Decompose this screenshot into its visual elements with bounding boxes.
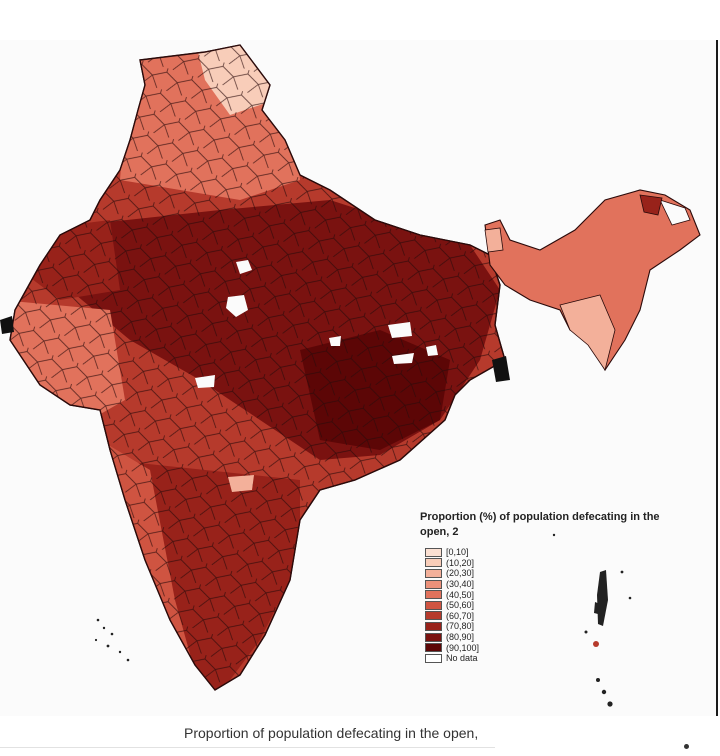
lakshadweep-islands xyxy=(94,618,130,662)
legend-label: (60,70] xyxy=(446,610,475,621)
legend-item: (20,30] xyxy=(425,568,479,579)
legend-item: (60,70] xyxy=(425,611,479,622)
no-data-area xyxy=(388,322,412,338)
legend-item: (70,80] xyxy=(425,621,479,632)
legend-swatch xyxy=(425,568,442,578)
andaman-nicobar-islands xyxy=(552,533,632,707)
legend-swatch xyxy=(425,600,442,610)
northeast-light-area xyxy=(559,294,616,371)
legend-swatch xyxy=(425,621,442,631)
legend-label: (10,20] xyxy=(446,557,475,568)
legend-label: (50,60] xyxy=(446,600,475,611)
legend-swatch xyxy=(425,653,442,663)
northeast-region xyxy=(484,189,701,372)
northeast-dark-district xyxy=(639,194,663,216)
border-area-black xyxy=(492,356,510,382)
legend-item: (30,40] xyxy=(425,579,479,590)
northeast-no-data xyxy=(659,199,691,226)
legend-label: (40,50] xyxy=(446,589,475,600)
legend-swatch xyxy=(425,611,442,621)
no-data-area xyxy=(236,260,252,274)
legend-title: Proportion (%) of population defecating … xyxy=(420,511,660,538)
no-data-area xyxy=(329,336,341,346)
legend: [0,10] (10,20] (20,30] (30,40] (40,50] (50,60… xyxy=(425,547,479,664)
map-frame: Proportion (%) of population defecating … xyxy=(0,40,718,716)
no-data-area xyxy=(226,295,248,317)
no-data-area xyxy=(195,375,215,388)
figure-caption: Proportion of population defecating in t… xyxy=(184,725,479,741)
legend-swatch xyxy=(425,590,442,600)
legend-item: (80,90] xyxy=(425,632,479,643)
legend-swatch xyxy=(425,558,442,568)
border-area-black xyxy=(0,316,14,334)
sikkim-region xyxy=(484,227,504,253)
caption-bar: Proportion of population defecating in t… xyxy=(0,716,720,756)
legend-swatch xyxy=(425,579,442,589)
no-data-area xyxy=(392,353,414,364)
legend-label: (90,100] xyxy=(446,642,480,653)
legend-item: (90,100] xyxy=(425,642,479,653)
choropleth-map xyxy=(0,44,701,707)
legend-label: No data xyxy=(446,653,478,664)
no-data-area xyxy=(426,345,438,356)
legend-swatch xyxy=(425,643,442,653)
legend-label: (20,30] xyxy=(446,568,475,579)
marker-dot xyxy=(684,744,689,749)
legend-swatch xyxy=(425,632,442,642)
legend-item: (40,50] xyxy=(425,589,479,600)
legend-label: (70,80] xyxy=(446,621,475,632)
legend-item: (50,60] xyxy=(425,600,479,611)
legend-label: (80,90] xyxy=(446,632,475,643)
no-data-area xyxy=(228,475,254,492)
legend-item: No data xyxy=(425,653,479,664)
legend-label: [0,10] xyxy=(446,547,469,558)
legend-label: (30,40] xyxy=(446,579,475,590)
caption-divider xyxy=(0,747,495,748)
legend-swatch xyxy=(425,547,442,557)
legend-item: (10,20] xyxy=(425,558,479,569)
legend-item: [0,10] xyxy=(425,547,479,558)
